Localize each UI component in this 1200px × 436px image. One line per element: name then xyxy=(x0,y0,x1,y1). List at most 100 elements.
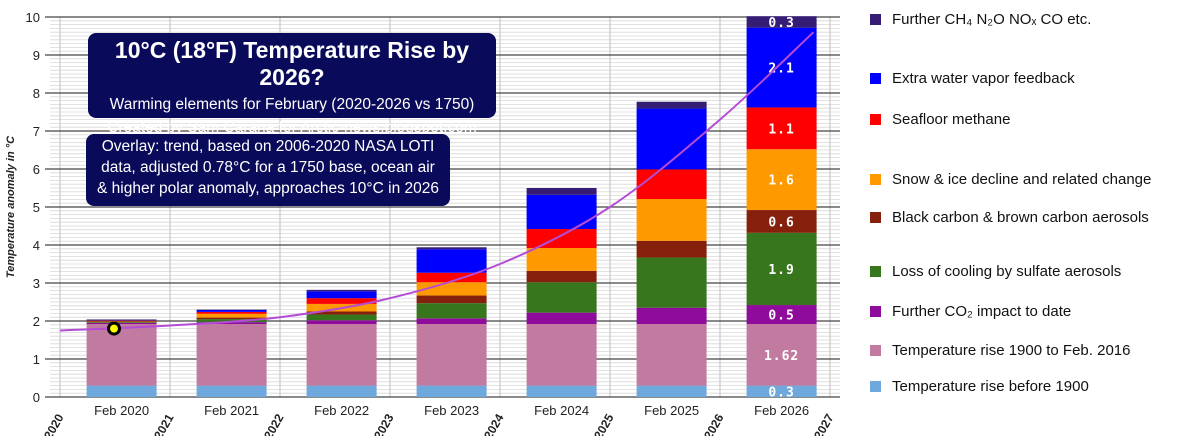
bar-segment xyxy=(416,249,487,273)
bar-segment xyxy=(636,240,707,258)
bar-segment xyxy=(636,324,707,386)
bar-value-label: 1.9 xyxy=(768,263,794,278)
bar-value-label: 0.3 xyxy=(768,385,794,400)
overlay-note-line: data, adjusted 0.78°C for a 1750 base, o… xyxy=(101,159,435,176)
bar-segment xyxy=(746,210,817,233)
category-label: Feb 2023 xyxy=(424,403,479,418)
y-tick-label: 3 xyxy=(33,276,40,291)
bar-segment xyxy=(196,311,267,314)
bar-segment xyxy=(196,317,267,320)
legend-label: Extra water vapor feedback xyxy=(892,70,1075,87)
bar-segment xyxy=(416,303,487,319)
bar-segment xyxy=(306,324,377,386)
y-tick-label: 6 xyxy=(33,162,40,177)
legend-item: Temperature rise 1900 to Feb. 2016 xyxy=(870,342,1130,359)
bar-segment xyxy=(306,289,377,292)
bar-segment xyxy=(306,314,377,321)
y-tick-label: 9 xyxy=(33,48,40,63)
bar-segment xyxy=(636,101,707,109)
y-tick-label: 7 xyxy=(33,124,40,139)
bar-segment xyxy=(526,229,597,249)
bar-value-label: 1.1 xyxy=(768,122,794,137)
bar-segment xyxy=(636,257,707,308)
bar-segment xyxy=(196,322,267,325)
bar-segment xyxy=(746,385,817,397)
chart-title: 10°C (18°F) Temperature Rise by 2026? xyxy=(114,37,470,90)
bar-segment xyxy=(196,309,267,312)
bar-value-label: 0.5 xyxy=(768,309,794,324)
chart-subtitle: Warming elements for February (2020-2026… xyxy=(109,96,475,113)
bar-segment xyxy=(746,305,817,325)
bar-segment xyxy=(416,318,487,325)
bar-segment xyxy=(526,385,597,397)
legend-item: Extra water vapor feedback xyxy=(870,70,1075,87)
category-label: Feb 2020 xyxy=(94,403,149,418)
feb-2020-marker xyxy=(107,321,121,336)
bar-segment xyxy=(86,385,157,397)
category-label: Feb 2021 xyxy=(204,403,259,418)
overlay-note-box: Overlay: trend, based on 2006-2020 NASA … xyxy=(86,134,450,206)
bar-segment xyxy=(636,199,707,241)
legend-label: Seafloor methane xyxy=(892,111,1011,128)
legend-swatch xyxy=(870,381,881,392)
bar-segment xyxy=(306,385,377,397)
bar-segment xyxy=(416,272,487,283)
year-tick-label: 2020 xyxy=(41,411,67,436)
bar-segment xyxy=(526,312,597,325)
legend-swatch xyxy=(870,73,881,84)
overlay-note-line: & higher polar anomaly, approaches 10°C … xyxy=(97,180,439,197)
y-tick-label: 10 xyxy=(26,10,40,25)
bar-segment xyxy=(196,319,267,323)
category-label: Feb 2026 xyxy=(754,403,809,418)
year-tick-label: 2026 xyxy=(701,411,727,436)
year-tick-label: 2021 xyxy=(151,411,177,436)
year-tick-label: 2024 xyxy=(481,411,507,436)
bar-segment xyxy=(746,16,817,28)
bar-value-label: 0.6 xyxy=(768,215,794,230)
bar-segment xyxy=(746,149,817,211)
y-tick-label: 8 xyxy=(33,86,40,101)
legend-swatch xyxy=(870,345,881,356)
y-tick-label: 0 xyxy=(33,390,40,405)
bar-value-label: 2.1 xyxy=(768,62,794,77)
bar-segment xyxy=(306,311,377,315)
bar-segment xyxy=(196,324,267,386)
legend-swatch xyxy=(870,14,881,25)
legend-swatch xyxy=(870,114,881,125)
bar-segment xyxy=(196,385,267,397)
bar-segment xyxy=(196,313,267,318)
legend-item: Black carbon & brown carbon aerosols xyxy=(870,209,1149,226)
legend-swatch xyxy=(870,266,881,277)
bar-value-label: 1.6 xyxy=(768,174,794,189)
legend-label: Black carbon & brown carbon aerosols xyxy=(892,209,1149,226)
legend-label: Temperature rise before 1900 xyxy=(892,378,1089,395)
bar-segment xyxy=(746,232,817,306)
bar-segment xyxy=(526,282,597,313)
y-tick-label: 1 xyxy=(33,352,40,367)
legend-item: Snow & ice decline and related change xyxy=(870,171,1151,188)
legend-item: Loss of cooling by sulfate aerosols xyxy=(870,263,1121,280)
bar-value-label: 0.3 xyxy=(768,16,794,31)
bar-segment xyxy=(526,324,597,386)
bar-segment xyxy=(306,291,377,299)
legend-label: Loss of cooling by sulfate aerosols xyxy=(892,263,1122,280)
legend-label: Temperature rise 1900 to Feb. 2016 xyxy=(892,342,1131,359)
bar-segment xyxy=(636,385,707,397)
bar-segment xyxy=(306,298,377,304)
bar-segment xyxy=(526,188,597,195)
y-tick-label: 2 xyxy=(33,314,40,329)
year-tick-label: 2025 xyxy=(591,411,617,436)
bar-segment xyxy=(526,270,597,283)
bar-segment xyxy=(86,319,157,321)
category-label: Feb 2024 xyxy=(534,403,589,418)
bar-segment xyxy=(526,248,597,271)
legend-item: Temperature rise before 1900 xyxy=(870,378,1089,395)
legend-item: Seafloor methane xyxy=(870,111,1010,128)
year-tick-label: 2027 xyxy=(811,411,837,436)
chart-credit: Created by Sam Carana for Arctic-news.bl… xyxy=(107,119,477,136)
bar-segment xyxy=(636,307,707,325)
bar-segment xyxy=(636,108,707,170)
y-tick-label: 4 xyxy=(33,238,40,253)
category-label: Feb 2022 xyxy=(314,403,369,418)
category-label: Feb 2025 xyxy=(644,403,699,418)
